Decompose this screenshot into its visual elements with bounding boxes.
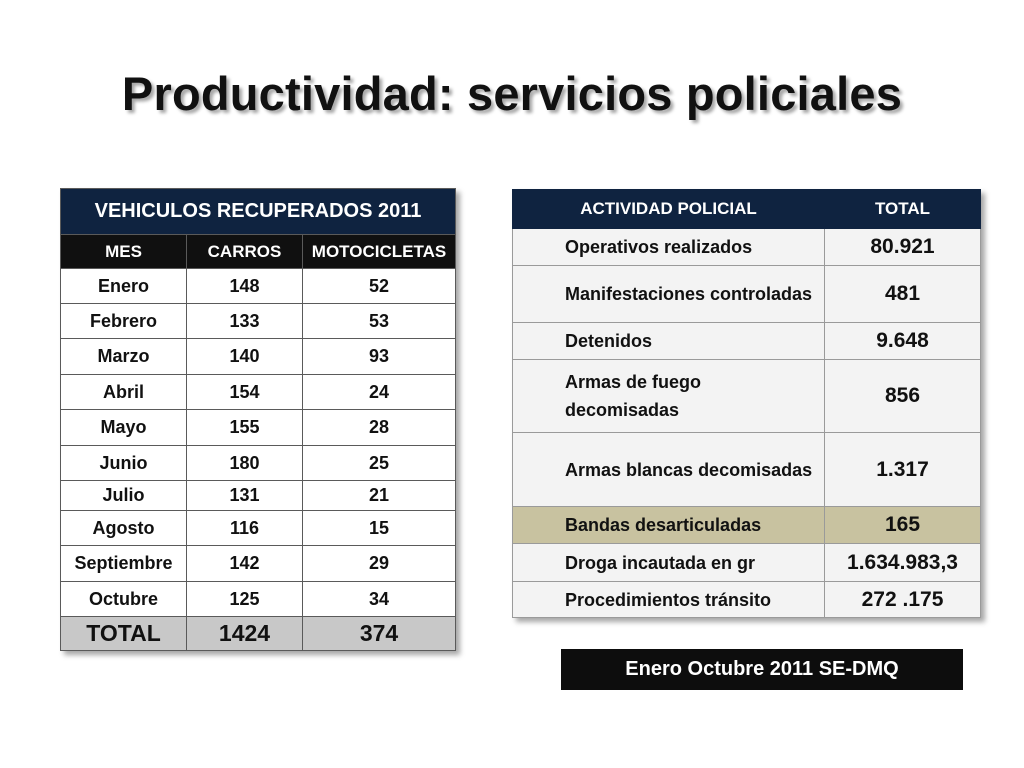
month-cell: Septiembre — [60, 545, 187, 582]
total-carros: 1424 — [186, 616, 303, 651]
carros-cell: 155 — [186, 409, 303, 446]
total-label: TOTAL — [60, 616, 187, 651]
month-cell: Febrero — [60, 303, 187, 339]
table-row: Procedimientos tránsito 272 .175 — [512, 581, 981, 618]
activity-label: Armas blancas decomisadas — [512, 432, 825, 507]
motos-cell: 24 — [302, 374, 456, 410]
vehiculos-table: VEHICULOS RECUPERADOS 2011 MES CARROS MO… — [60, 188, 456, 651]
motos-cell: 53 — [302, 303, 456, 339]
motos-cell: 29 — [302, 545, 456, 582]
table-row: Septiembre 142 29 — [60, 545, 456, 582]
total-motos: 374 — [302, 616, 456, 651]
carros-cell: 148 — [186, 268, 303, 304]
activity-value: 272 .175 — [824, 581, 981, 618]
table-row: Mayo 155 28 — [60, 409, 456, 446]
table-row: Detenidos 9.648 — [512, 322, 981, 360]
actividad-table: ACTIVIDAD POLICIAL TOTAL Operativos real… — [512, 189, 981, 618]
table-row: Marzo 140 93 — [60, 338, 456, 375]
month-cell: Agosto — [60, 510, 187, 546]
carros-cell: 154 — [186, 374, 303, 410]
motos-cell: 25 — [302, 445, 456, 481]
table-row: Enero 148 52 — [60, 268, 456, 304]
activity-label: Armas de fuego decomisadas — [512, 359, 825, 433]
column-header-actividad: ACTIVIDAD POLICIAL — [512, 189, 825, 229]
month-cell: Enero — [60, 268, 187, 304]
month-cell: Junio — [60, 445, 187, 481]
total-row: TOTAL 1424 374 — [60, 616, 456, 651]
motos-cell: 28 — [302, 409, 456, 446]
table-row-highlighted: Bandas desarticuladas 165 — [512, 506, 981, 544]
activity-label: Procedimientos tránsito — [512, 581, 825, 618]
column-header-total: TOTAL — [824, 189, 981, 229]
activity-label: Detenidos — [512, 322, 825, 360]
table-row: Armas blancas decomisadas 1.317 — [512, 432, 981, 507]
activity-label: Manifestaciones controladas — [512, 265, 825, 323]
footer-caption: Enero Octubre 2011 SE-DMQ — [561, 649, 963, 690]
activity-label: Bandas desarticuladas — [512, 506, 825, 544]
month-cell: Marzo — [60, 338, 187, 375]
month-cell: Julio — [60, 480, 187, 511]
carros-cell: 142 — [186, 545, 303, 582]
month-cell: Octubre — [60, 581, 187, 617]
month-cell: Mayo — [60, 409, 187, 446]
table-row: Junio 180 25 — [60, 445, 456, 481]
carros-cell: 131 — [186, 480, 303, 511]
month-cell: Abril — [60, 374, 187, 410]
column-header-carros: CARROS — [186, 234, 303, 269]
table-row: Agosto 116 15 — [60, 510, 456, 546]
activity-value: 9.648 — [824, 322, 981, 360]
activity-value: 165 — [824, 506, 981, 544]
carros-cell: 180 — [186, 445, 303, 481]
table-row: Droga incautada en gr 1.634.983,3 — [512, 543, 981, 582]
table-row: Operativos realizados 80.921 — [512, 228, 981, 266]
column-header-motocicletas: MOTOCICLETAS — [302, 234, 456, 269]
activity-value: 1.317 — [824, 432, 981, 507]
motos-cell: 34 — [302, 581, 456, 617]
table-row: Febrero 133 53 — [60, 303, 456, 339]
motos-cell: 21 — [302, 480, 456, 511]
activity-value: 80.921 — [824, 228, 981, 266]
motos-cell: 52 — [302, 268, 456, 304]
activity-label: Droga incautada en gr — [512, 543, 825, 582]
activity-value: 481 — [824, 265, 981, 323]
page-title: Productividad: servicios policiales — [121, 67, 903, 120]
motos-cell: 93 — [302, 338, 456, 375]
table-row: Manifestaciones controladas 481 — [512, 265, 981, 323]
carros-cell: 116 — [186, 510, 303, 546]
activity-label: Operativos realizados — [512, 228, 825, 266]
table-row: Armas de fuego decomisadas 856 — [512, 359, 981, 433]
motos-cell: 15 — [302, 510, 456, 546]
activity-value: 1.634.983,3 — [824, 543, 981, 582]
column-header-mes: MES — [60, 234, 187, 269]
table-row: Octubre 125 34 — [60, 581, 456, 617]
carros-cell: 133 — [186, 303, 303, 339]
table-row: Abril 154 24 — [60, 374, 456, 410]
activity-value: 856 — [824, 359, 981, 433]
carros-cell: 125 — [186, 581, 303, 617]
table-row: Julio 131 21 — [60, 480, 456, 511]
carros-cell: 140 — [186, 338, 303, 375]
vehiculos-heading: VEHICULOS RECUPERADOS 2011 — [60, 188, 456, 235]
